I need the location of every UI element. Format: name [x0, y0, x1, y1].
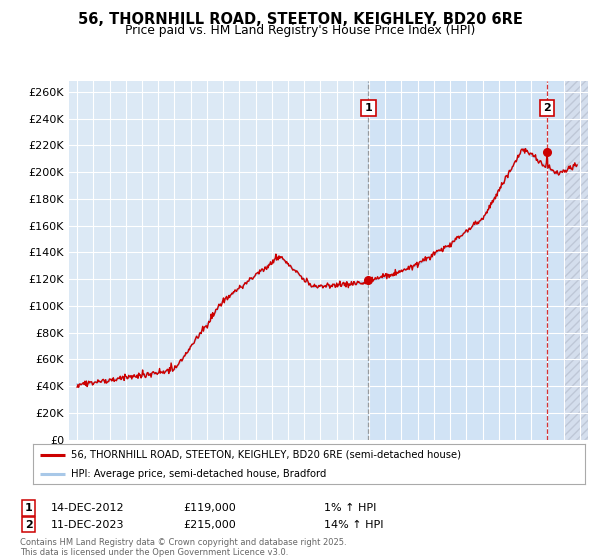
Text: £119,000: £119,000: [183, 503, 236, 513]
Text: 2: 2: [543, 103, 551, 113]
Text: 11-DEC-2023: 11-DEC-2023: [51, 520, 125, 530]
Text: Contains HM Land Registry data © Crown copyright and database right 2025.
This d: Contains HM Land Registry data © Crown c…: [20, 538, 346, 557]
Text: 14-DEC-2012: 14-DEC-2012: [51, 503, 125, 513]
Bar: [368, 81, 563, 440]
Text: Price paid vs. HM Land Registry's House Price Index (HPI): Price paid vs. HM Land Registry's House …: [125, 24, 475, 36]
Text: 56, THORNHILL ROAD, STEETON, KEIGHLEY, BD20 6RE: 56, THORNHILL ROAD, STEETON, KEIGHLEY, B…: [77, 12, 523, 27]
Text: 1: 1: [364, 103, 372, 113]
Text: £215,000: £215,000: [183, 520, 236, 530]
Text: 56, THORNHILL ROAD, STEETON, KEIGHLEY, BD20 6RE (semi-detached house): 56, THORNHILL ROAD, STEETON, KEIGHLEY, B…: [71, 450, 461, 460]
Text: 14% ↑ HPI: 14% ↑ HPI: [324, 520, 383, 530]
Text: HPI: Average price, semi-detached house, Bradford: HPI: Average price, semi-detached house,…: [71, 469, 326, 478]
Text: 2: 2: [25, 520, 32, 530]
Text: 1% ↑ HPI: 1% ↑ HPI: [324, 503, 376, 513]
Bar: [563, 81, 588, 440]
Text: 1: 1: [25, 503, 32, 513]
